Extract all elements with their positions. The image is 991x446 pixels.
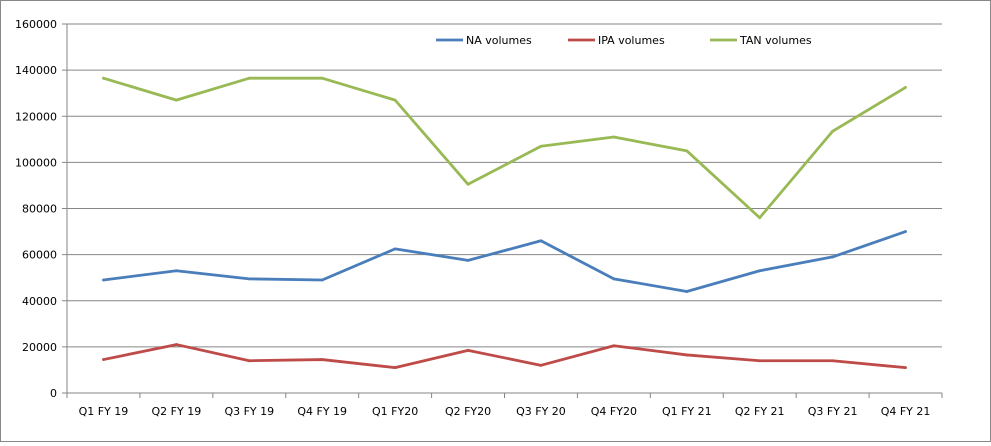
legend-label: NA volumes — [466, 34, 532, 47]
data-point — [102, 76, 105, 80]
y-tick-label: 20000 — [22, 341, 57, 354]
data-point — [831, 255, 835, 259]
x-tick-label: Q1 FY 21 — [662, 405, 712, 418]
x-tick-label: Q2 FY20 — [445, 405, 491, 418]
data-point — [174, 98, 178, 102]
legend-label: IPA volumes — [598, 34, 665, 47]
data-point — [612, 344, 616, 348]
data-point — [831, 129, 835, 133]
data-point — [685, 353, 689, 357]
y-tick-label: 0 — [50, 387, 57, 400]
data-point — [320, 76, 324, 80]
y-tick-label: 120000 — [15, 110, 57, 123]
x-tick-label: Q4 FY 19 — [297, 405, 347, 418]
y-tick-label: 40000 — [22, 295, 57, 308]
series-line-tan-volumes — [103, 76, 907, 220]
data-point — [904, 230, 907, 233]
y-tick-label: 60000 — [22, 249, 57, 262]
data-point — [758, 359, 762, 363]
data-point — [174, 343, 178, 346]
x-tick-label: Q3 FY 19 — [224, 405, 274, 418]
data-point — [539, 239, 543, 243]
x-tick-label: Q4 FY20 — [591, 405, 637, 418]
data-point — [247, 359, 251, 363]
data-point — [174, 269, 178, 273]
data-point — [539, 144, 543, 148]
x-tick-label: Q2 FY 21 — [735, 405, 785, 418]
y-tick-label: 160000 — [15, 18, 57, 31]
data-point — [320, 278, 324, 282]
x-tick-label: Q1 FY 19 — [79, 405, 129, 418]
data-point — [904, 86, 907, 89]
data-point — [685, 290, 689, 293]
data-point — [466, 182, 470, 186]
x-tick-label: Q1 FY20 — [372, 405, 418, 418]
data-point — [758, 269, 762, 273]
y-tick-label: 140000 — [15, 64, 57, 77]
data-point — [758, 216, 762, 220]
data-point — [466, 258, 470, 262]
x-tick-label: Q2 FY 19 — [152, 405, 202, 418]
series-line-ipa-volumes — [103, 343, 906, 370]
x-tick-label: Q4 FY 21 — [881, 405, 931, 418]
data-point — [685, 149, 689, 153]
series-line-na-volumes — [103, 230, 907, 293]
data-point — [102, 278, 105, 282]
y-tick-label: 100000 — [15, 156, 57, 169]
data-point — [466, 348, 470, 352]
data-point — [393, 98, 397, 102]
data-point — [247, 76, 251, 80]
data-point — [831, 359, 835, 363]
data-point — [102, 358, 105, 361]
data-point — [904, 366, 907, 370]
data-point — [393, 247, 397, 251]
y-tick-label: 80000 — [22, 203, 57, 216]
data-point — [320, 358, 324, 361]
x-tick-label: Q3 FY 20 — [516, 405, 566, 418]
data-point — [612, 277, 616, 281]
x-tick-label: Q3 FY 21 — [808, 405, 858, 418]
data-point — [612, 135, 616, 139]
data-point — [247, 277, 251, 281]
data-point — [393, 366, 397, 370]
legend-label: TAN volumes — [739, 34, 812, 47]
data-point — [539, 363, 543, 367]
